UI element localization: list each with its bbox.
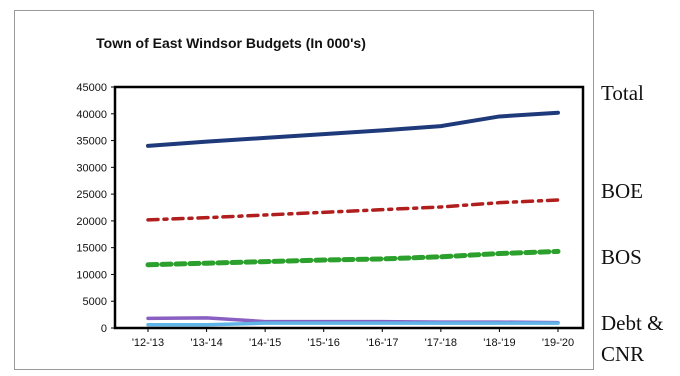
x-tick-label: '16-'17 [366, 337, 398, 349]
x-tick-label: '12-'13 [132, 337, 164, 349]
x-tick-label: '15-'16 [308, 337, 340, 349]
label-debt-line2: CNR [601, 342, 645, 366]
plot-area: 0 5000 10000 15000 20000 25000 30000 35000 40000… [76, 82, 585, 349]
chart-title: Town of East Windsor Budgets (In 000's) [96, 35, 366, 51]
y-tick-label: 35000 [76, 136, 107, 148]
y-tick-label: 15000 [76, 243, 107, 255]
y-tick-label: 5000 [83, 296, 107, 308]
y-tick-label: 30000 [76, 162, 107, 174]
label-bos: BOS [601, 245, 642, 269]
x-tick-label: '17-'18 [425, 337, 457, 349]
plot-border [113, 85, 585, 330]
series-line-series-5 [146, 321, 560, 327]
series-line-boe [146, 198, 560, 222]
y-tick-label: 40000 [76, 109, 107, 121]
budget-line-chart: Town of East Windsor Budgets (In 000's) … [76, 35, 585, 349]
series-line-bos [145, 248, 561, 268]
label-total: Total [601, 81, 644, 105]
x-tick-label: '13-'14 [190, 337, 222, 349]
x-tick-label: '18-'19 [483, 337, 515, 349]
label-debt-line1: Debt & [601, 311, 664, 335]
chart-frame: Town of East Windsor Budgets (In 000's) … [14, 10, 594, 370]
label-boe: BOE [601, 179, 643, 203]
y-tick-label: 45000 [76, 82, 107, 94]
x-tick-label: '19-'20 [542, 337, 574, 349]
series-line-total [146, 110, 560, 148]
y-tick-label: 20000 [76, 216, 107, 228]
y-tick-label: 25000 [76, 189, 107, 201]
y-tick-label: 0 [101, 323, 107, 335]
y-tick-label: 10000 [76, 269, 107, 281]
x-tick-label: '14-'15 [249, 337, 281, 349]
